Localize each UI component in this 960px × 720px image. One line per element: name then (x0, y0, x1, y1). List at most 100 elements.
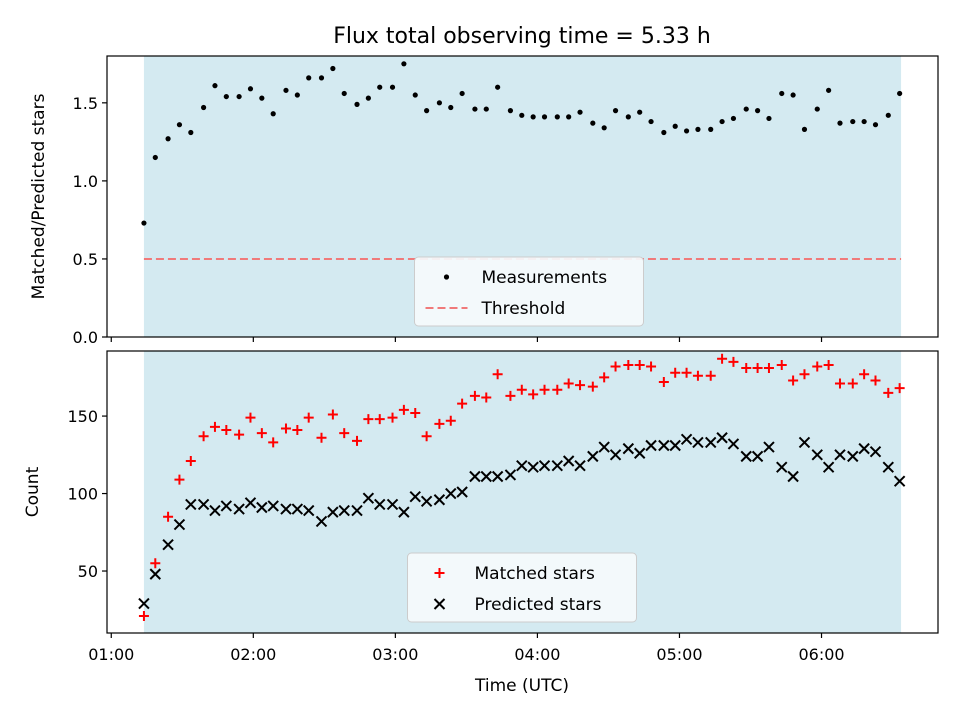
measurement-point (661, 129, 667, 136)
matched-star-point (292, 425, 303, 436)
matched-star-point (741, 363, 752, 374)
predicted-star-point (185, 498, 197, 511)
matched-star-point (658, 376, 669, 387)
legend-box (414, 256, 644, 327)
predicted-star-point (527, 461, 539, 473)
matched-star-point (339, 428, 350, 439)
matched-star-point (670, 367, 681, 378)
matched-star-point (363, 414, 374, 425)
measurement-point (554, 114, 560, 120)
matched-star-point (234, 429, 245, 440)
predicted-star-point (445, 487, 457, 500)
matched-star-point (505, 390, 516, 401)
predicted-star-point (882, 461, 894, 473)
predicted-star-point (491, 470, 504, 483)
measurement-point (152, 154, 158, 161)
matched-star-point (752, 363, 763, 374)
matched-star-point (847, 378, 858, 389)
matched-star-point (799, 369, 810, 380)
legend-marker-matched (434, 568, 445, 578)
matched-star-point (445, 415, 456, 426)
matched-star-point (776, 359, 787, 370)
y-tick-label: 1.0 (73, 172, 98, 191)
predicted-star-point (869, 446, 882, 458)
matched-star-point (352, 435, 363, 446)
legend-label: Matched stars (475, 564, 595, 584)
matched-star-point (883, 387, 894, 398)
matched-star-point (563, 378, 574, 389)
y-tick-label: 50 (78, 562, 98, 581)
y-tick-label: 1.5 (73, 94, 98, 113)
y-tick-label: 0.0 (73, 328, 98, 347)
predicted-star-point (209, 504, 221, 517)
measurement-point (872, 122, 879, 128)
y-tick-label: 150 (67, 407, 98, 426)
measurement-point (612, 108, 619, 114)
matched-star-point (256, 428, 267, 439)
measurement-point (566, 114, 572, 120)
legend-marker-measurements (443, 274, 450, 280)
measurement-point (472, 106, 478, 112)
predicted-star-point (622, 442, 635, 455)
predicted-star-point (538, 459, 551, 472)
predicted-star-point (327, 506, 339, 518)
measurement-point (330, 65, 336, 72)
predicted-star-point (787, 470, 799, 483)
measurement-point (541, 114, 548, 120)
matched-star-point (174, 474, 185, 485)
matched-star-point (469, 390, 480, 401)
measurement-point (672, 123, 678, 129)
matched-star-point (539, 384, 550, 395)
legend: Matched stars Predicted stars (407, 552, 637, 623)
measurement-point (318, 75, 325, 81)
predicted-star-point (645, 439, 657, 452)
predicted-star-point (798, 436, 811, 449)
predicted-star-point (291, 503, 304, 515)
predicted-star-point (280, 503, 292, 515)
matched-star-point (859, 369, 870, 380)
measurement-point (188, 129, 194, 136)
matched-star-point (788, 375, 799, 386)
predicted-star-point (822, 461, 835, 473)
matched-star-point (587, 381, 598, 392)
figure-title: Flux total observing time = 5.33 h (333, 24, 711, 49)
predicted-star-point (173, 518, 186, 531)
x-axis-label: Time (UTC) (474, 676, 569, 696)
ratio-panel: 0.0 0.5 1.0 1.5 Matched/Predicted stars Measu… (29, 55, 939, 347)
measurement-point (495, 84, 501, 90)
matched-star-point (834, 378, 845, 389)
measurement-point (341, 90, 347, 97)
series-predicted-stars (138, 432, 906, 610)
measurement-point (790, 92, 796, 98)
y-axis-label: Count (23, 466, 43, 517)
predicted-star-point (516, 459, 528, 472)
matched-star-point (763, 363, 774, 374)
measurement-point (354, 101, 360, 107)
measurement-point (507, 108, 514, 114)
measurement-point (683, 128, 690, 134)
measurement-point (270, 111, 276, 117)
predicted-star-point (480, 470, 492, 483)
matched-star-point (374, 414, 385, 425)
matched-star-point (280, 423, 291, 434)
predicted-star-point (574, 459, 586, 472)
predicted-star-point (456, 486, 468, 498)
matched-star-point (646, 361, 657, 372)
legend-label: Threshold (481, 299, 566, 319)
matched-star-point (185, 456, 196, 467)
predicted-star-point (398, 506, 410, 518)
predicted-star-point (763, 441, 775, 453)
predicted-star-point (727, 438, 740, 450)
measurement-point (165, 136, 171, 142)
predicted-star-point (138, 597, 150, 610)
measurement-point (377, 84, 383, 90)
predicted-star-point (740, 450, 752, 463)
matched-star-point (623, 359, 634, 370)
predicted-star-point (705, 436, 717, 449)
predicted-star-point (256, 501, 268, 514)
predicted-star-point (680, 433, 693, 446)
predicted-star-point (551, 459, 564, 472)
predicted-star-point (858, 442, 870, 455)
matched-star-point (599, 372, 610, 383)
